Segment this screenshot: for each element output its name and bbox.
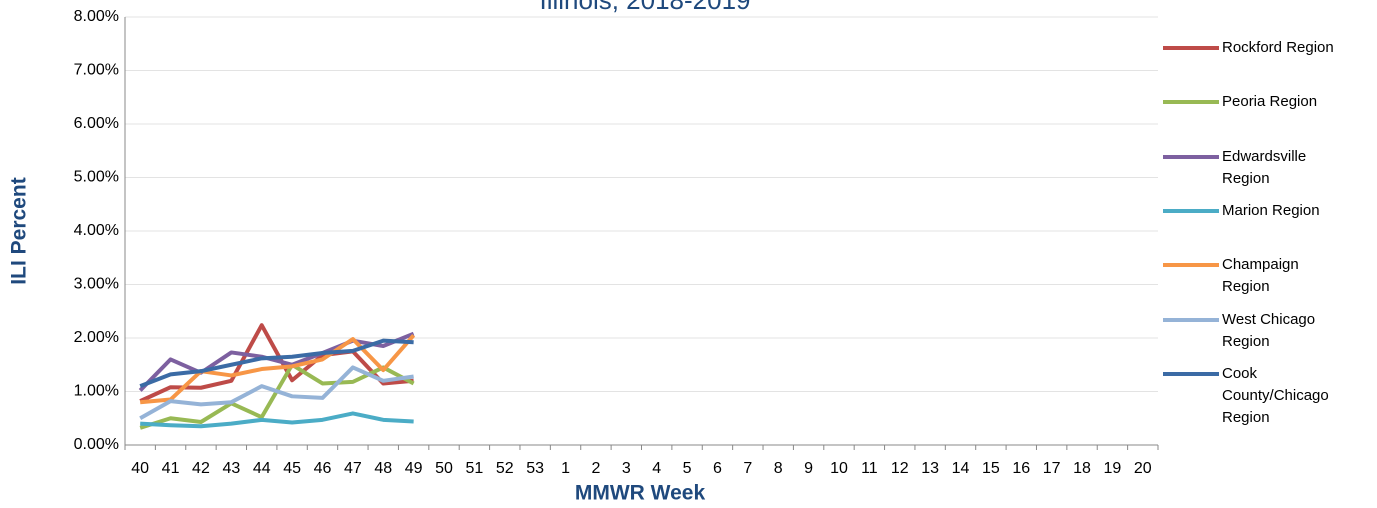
- x-tick-label: 2: [591, 460, 600, 477]
- x-tick-label: 4: [652, 460, 661, 477]
- series-line: [139, 365, 414, 420]
- x-tick-label: 49: [405, 460, 423, 477]
- x-tick-label: 45: [283, 460, 301, 477]
- y-tick-label: 5.00%: [74, 169, 119, 186]
- x-tick-label: 10: [830, 460, 848, 477]
- x-tick-label: 18: [1073, 460, 1091, 477]
- y-tick-label: 1.00%: [74, 383, 119, 400]
- legend-swatch: [1163, 208, 1219, 213]
- x-tick-label: 13: [921, 460, 939, 477]
- x-tick-label: 5: [683, 460, 692, 477]
- y-tick-label: 4.00%: [74, 222, 119, 239]
- y-axis-label: ILI Percent: [8, 177, 31, 284]
- x-tick-label: 51: [465, 460, 483, 477]
- y-tick-label: 3.00%: [74, 276, 119, 293]
- x-tick-label: 42: [192, 460, 210, 477]
- series-line: [138, 331, 415, 392]
- x-tick-label: 19: [1104, 460, 1122, 477]
- legend-label: Edwardsville Region: [1222, 147, 1307, 187]
- legend-label: Champaign Region: [1222, 256, 1299, 296]
- y-tick-label: 7.00%: [74, 62, 119, 79]
- x-tick-label: 41: [162, 460, 180, 477]
- series-line: [140, 411, 414, 429]
- x-tick-label: 14: [952, 460, 970, 477]
- x-tick-label: 7: [743, 460, 752, 477]
- x-tick-label: 17: [1043, 460, 1061, 477]
- x-tick-label: 1: [561, 460, 570, 477]
- x-tick-label: 11: [861, 460, 878, 477]
- x-tick-label: 40: [131, 460, 149, 477]
- legend-label: West Chicago Region: [1222, 310, 1316, 350]
- x-tick-label: 15: [982, 460, 1000, 477]
- legend-label: Marion Region: [1222, 201, 1320, 219]
- legend-label: Peoria Region: [1222, 93, 1318, 111]
- x-tick-label: 20: [1134, 460, 1152, 477]
- x-tick-label: 50: [435, 460, 453, 477]
- x-tick-label: 43: [222, 460, 240, 477]
- x-axis-label: MMWR Week: [575, 482, 706, 505]
- chart-title: Illinois, 2018-2019: [539, 0, 750, 15]
- x-tick-label: 16: [1012, 460, 1030, 477]
- y-tick-label: 2.00%: [74, 329, 119, 346]
- x-tick-label: 6: [713, 460, 722, 477]
- legend-swatch: [1163, 100, 1219, 105]
- legend-swatch: [1163, 154, 1219, 159]
- x-tick-label: 9: [804, 460, 813, 477]
- series-line: [139, 338, 414, 389]
- y-tick-label: 6.00%: [74, 115, 119, 132]
- x-tick-label: 44: [253, 460, 271, 477]
- legend-label: Cook County/Chicago Region: [1222, 364, 1329, 426]
- y-tick-label: 8.00%: [74, 8, 119, 25]
- x-tick-label: 46: [314, 460, 332, 477]
- x-tick-label: 8: [774, 460, 783, 477]
- x-tick-label: 12: [891, 460, 909, 477]
- legend-swatch: [1163, 46, 1219, 50]
- y-tick-label: 0.00%: [74, 436, 119, 453]
- x-tick-label: 52: [496, 460, 514, 477]
- series-line: [140, 334, 416, 405]
- x-tick-label: 48: [374, 460, 392, 477]
- legend-swatch: [1163, 263, 1219, 268]
- legend-label: Rockford Region: [1222, 39, 1334, 56]
- legend-swatch: [1163, 371, 1219, 376]
- x-tick-label: 47: [344, 460, 362, 477]
- x-tick-label: 3: [622, 460, 631, 477]
- x-tick-label: 53: [526, 460, 544, 477]
- legend-swatch: [1163, 317, 1219, 322]
